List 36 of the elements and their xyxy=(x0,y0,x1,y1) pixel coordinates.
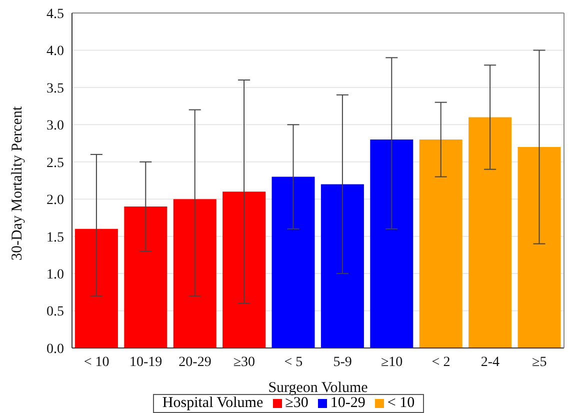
legend-label: ≥30 xyxy=(285,395,308,412)
x-tick-label: 2-4 xyxy=(480,354,500,370)
bar xyxy=(419,140,462,348)
bar xyxy=(124,206,168,348)
y-tick-label: 1.5 xyxy=(46,230,64,246)
bar xyxy=(222,192,266,348)
bar xyxy=(518,147,561,348)
y-tick-label: 4.0 xyxy=(46,44,64,60)
y-tick-label: 0.0 xyxy=(46,342,64,357)
y-tick-label: 2.0 xyxy=(46,193,64,208)
x-tick-label: 20-29 xyxy=(178,354,212,370)
x-tick-label: ≥10 xyxy=(380,354,403,370)
x-tick-label: < 5 xyxy=(284,354,303,370)
bar xyxy=(468,117,512,348)
x-tick-label: ≥5 xyxy=(532,354,547,370)
x-tick-label: ≥30 xyxy=(233,354,256,370)
x-tick-label: 5-9 xyxy=(333,354,352,370)
y-tick-label: 2.5 xyxy=(46,156,64,171)
x-tick-label: < 10 xyxy=(84,354,110,370)
x-tick-label: < 2 xyxy=(432,354,450,370)
legend-label: < 10 xyxy=(387,395,415,412)
x-tick-label: 10-19 xyxy=(129,354,162,370)
x-axis-title: Surgeon Volume xyxy=(268,380,368,396)
bar xyxy=(272,176,315,348)
bar xyxy=(173,199,216,348)
y-tick-label: 3.5 xyxy=(46,81,64,96)
y-tick-label: 0.5 xyxy=(46,304,64,320)
legend-label: 10-29 xyxy=(330,395,366,412)
y-tick-label: 1.0 xyxy=(46,268,64,283)
bar xyxy=(320,184,364,348)
y-tick-label: 4.5 xyxy=(46,6,64,22)
y-tick-label: 3.0 xyxy=(46,118,64,134)
bar xyxy=(370,140,414,348)
y-axis-title: 30-Day Mortality Percent xyxy=(9,106,26,260)
legend-title: Hospital Volume xyxy=(162,395,264,412)
bar xyxy=(74,228,118,348)
